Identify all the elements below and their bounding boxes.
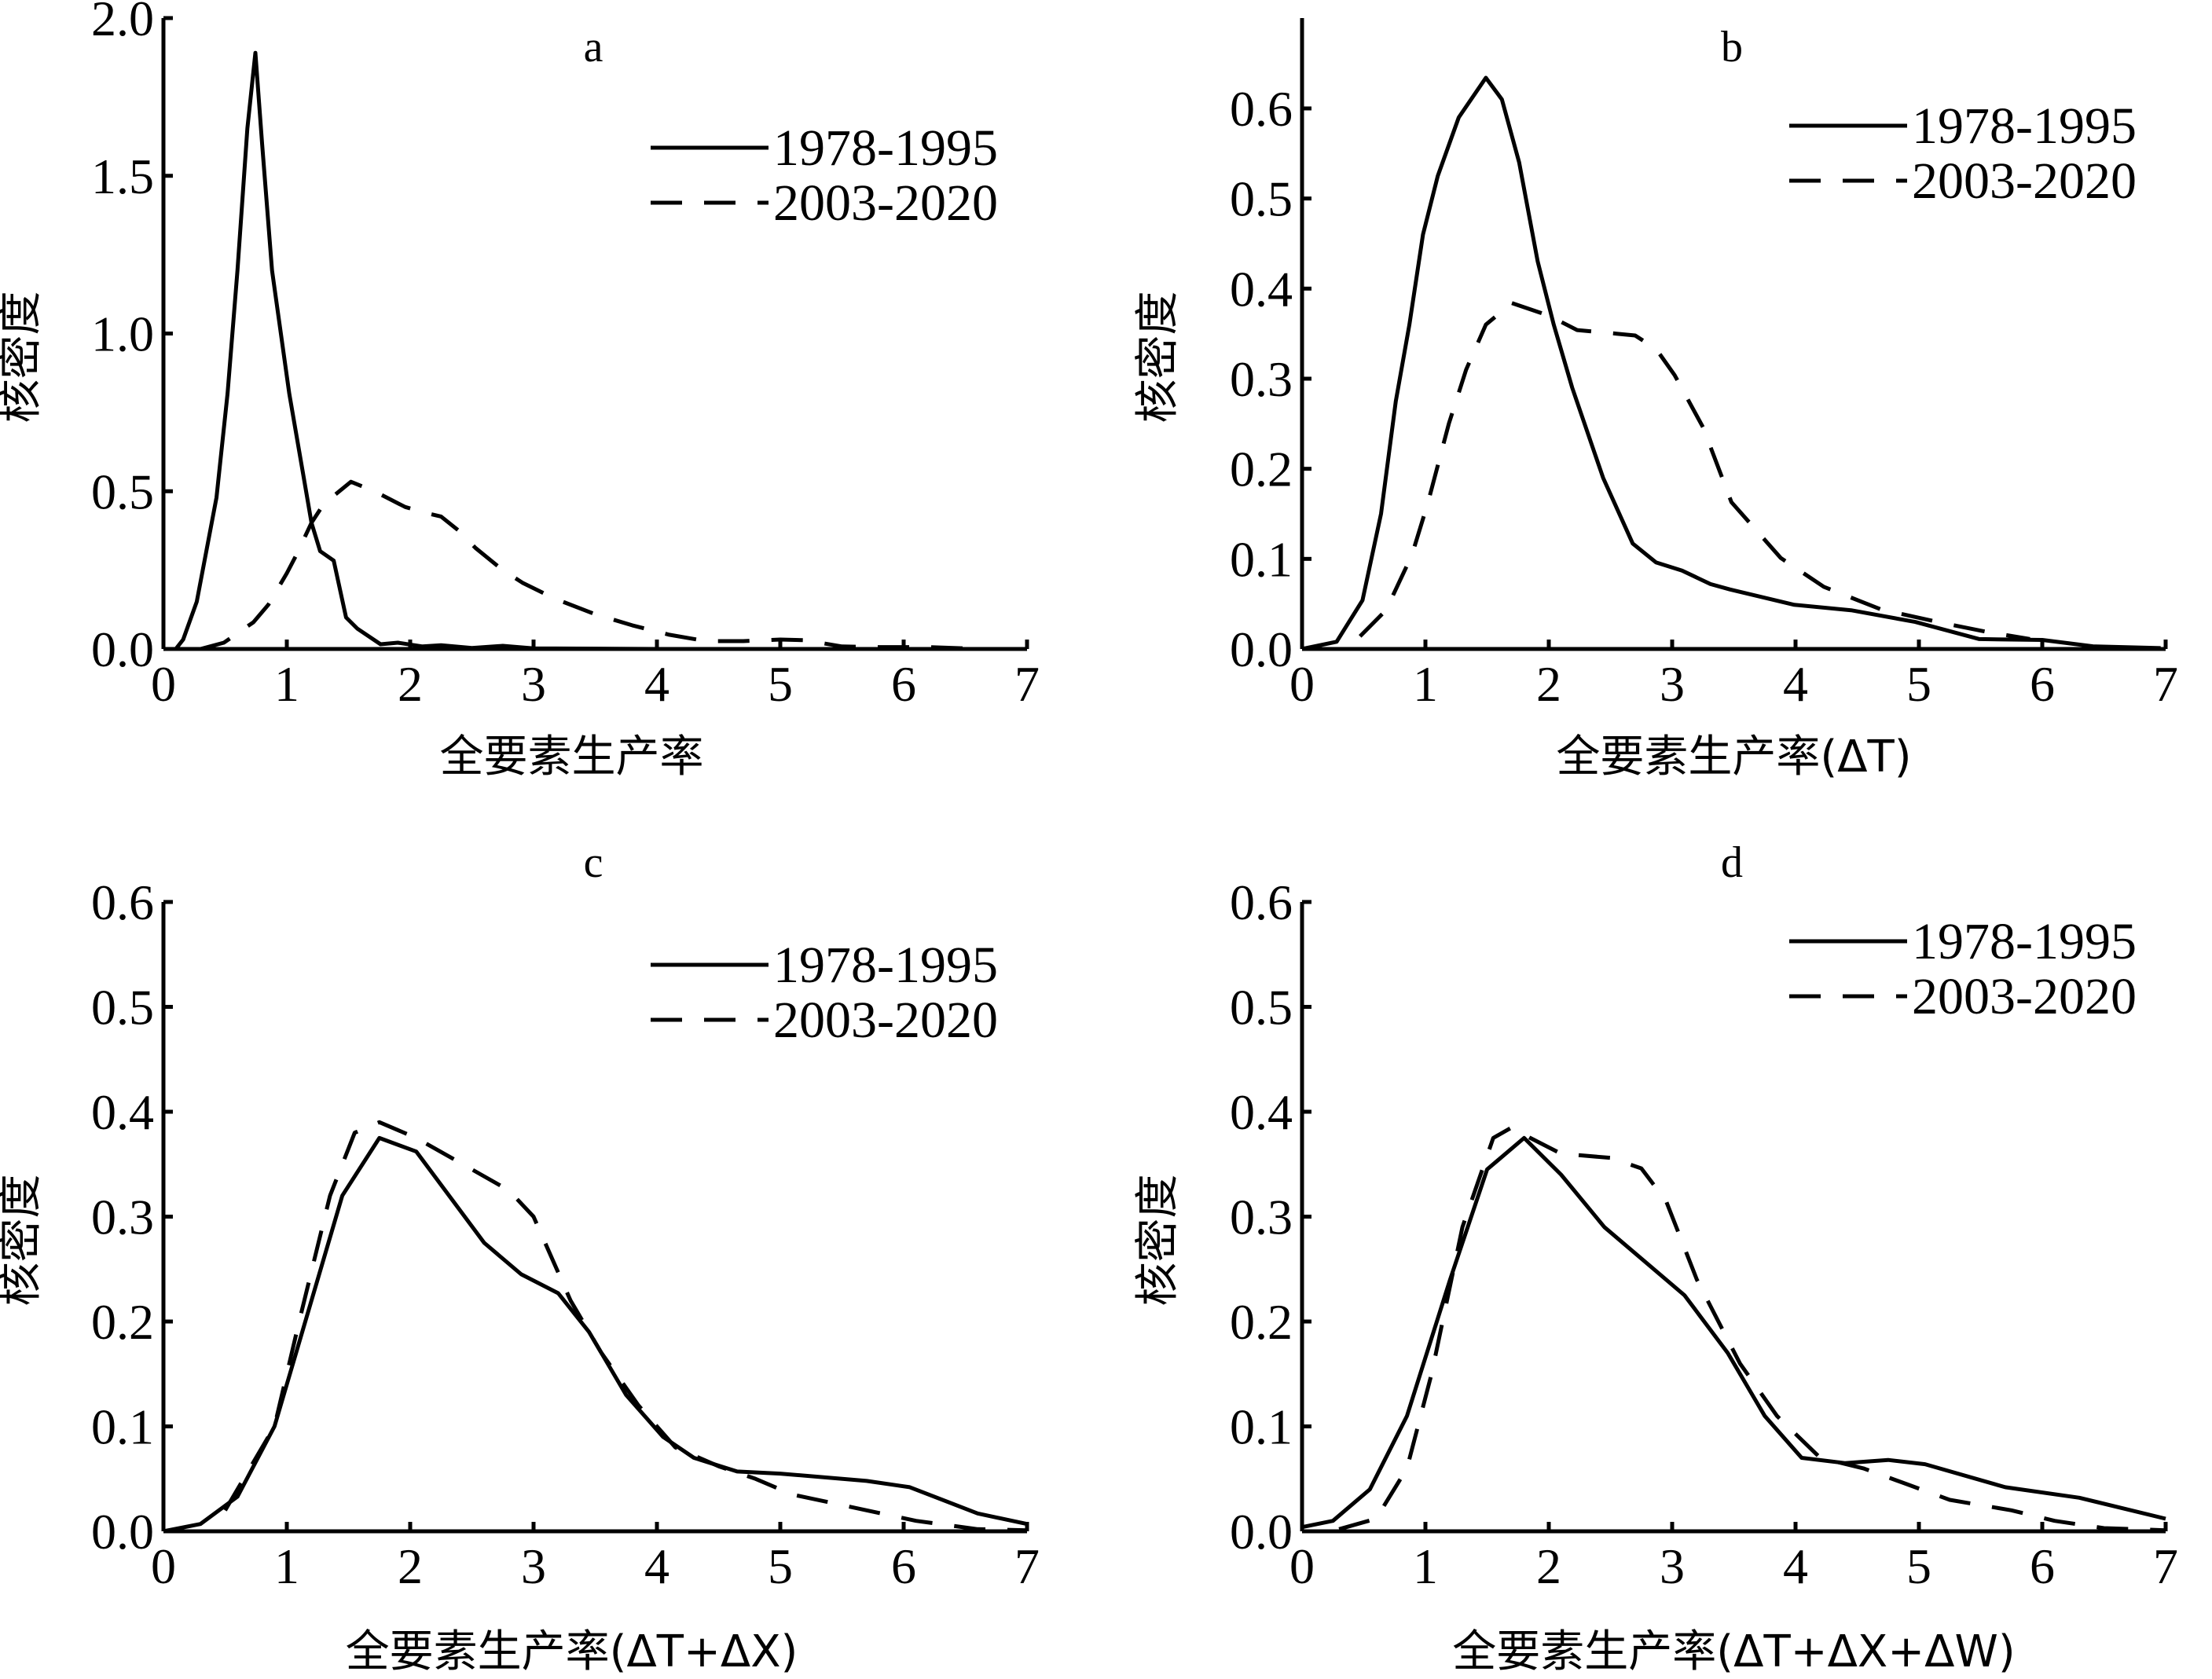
x-tick-label: 0	[1289, 1538, 1315, 1594]
y-axis-title: 核密度	[0, 291, 46, 423]
x-tick-label: 3	[521, 656, 546, 712]
x-tick-label: 0	[151, 656, 176, 712]
x-tick-label: 2	[398, 1538, 423, 1594]
y-tick-label: 1.5	[91, 148, 154, 204]
x-tick-label: 0	[151, 1538, 176, 1594]
panel-c: 0 1 2 3 4 5 6 7 0.0 0.1 0.2 0.3 0.4 0.5 0.6 1978-199520…	[0, 838, 1040, 1677]
y-tick-label: 0.3	[1230, 1190, 1293, 1245]
x-tick-label: 3	[521, 1538, 546, 1594]
series-line-dashed	[200, 479, 966, 651]
x-tick-label: 5	[768, 656, 793, 712]
x-tick-label: 7	[1014, 656, 1040, 712]
y-tick-label: 0.5	[91, 980, 154, 1036]
x-tick-label: 1	[1413, 656, 1438, 712]
y-tick-label: 0.0	[1230, 1504, 1293, 1560]
series-line-solid	[174, 50, 966, 651]
x-tick-label: 3	[1660, 1538, 1685, 1594]
x-axis-title: 全要素生产率(ΔT+ΔX)	[346, 1626, 798, 1677]
y-tick-label: 0.2	[1230, 1294, 1293, 1350]
x-tick-label: 7	[2153, 656, 2178, 712]
panel-label: b	[1721, 23, 1743, 71]
y-tick-label: 0.6	[1230, 874, 1293, 930]
x-tick-label: 1	[274, 656, 299, 712]
legend-label: 2003-2020	[1912, 968, 2137, 1025]
x-tick-label: 1	[274, 1538, 299, 1594]
x-tick-label: 3	[1660, 656, 1685, 712]
y-tick-label: 0.1	[1230, 1399, 1293, 1455]
y-tick-label: 0.1	[1230, 531, 1293, 587]
x-axis-title: 全要素生产率(ΔT)	[1556, 731, 1911, 783]
series-line-solid	[1301, 1135, 2166, 1530]
y-tick-label: 0.5	[1230, 171, 1293, 227]
y-tick-label: 0.0	[91, 621, 154, 677]
legend-label: 1978-1995	[1912, 913, 2137, 970]
y-tick-label: 0.3	[1230, 351, 1293, 407]
legend-label: 1978-1995	[773, 119, 998, 177]
y-axis-title: 核密度	[1132, 1175, 1183, 1307]
legend-label: 2003-2020	[1912, 152, 2137, 210]
legend-label: 1978-1995	[1912, 97, 2137, 155]
panel-a: 0 1 2 3 4 5 6 7 0.0 0.5 1.0 1.5 2.0 1978-19952003-202…	[0, 0, 1040, 783]
x-tick-label: 2	[1536, 656, 1561, 712]
x-tick-label: 4	[1783, 656, 1808, 712]
y-tick-label: 0.0	[1230, 621, 1293, 677]
y-tick-label: 0.4	[1230, 261, 1293, 317]
legend-label: 2003-2020	[773, 174, 998, 232]
panel-label: a	[584, 23, 603, 71]
y-axis-title: 核密度	[1132, 291, 1183, 423]
y-tick-label: 0.3	[91, 1190, 154, 1245]
y-tick-label: 0.4	[91, 1084, 154, 1140]
x-tick-label: 6	[891, 656, 916, 712]
y-tick-label: 0.1	[91, 1399, 154, 1455]
series-line-solid	[1301, 75, 2161, 651]
x-tick-label: 2	[398, 656, 423, 712]
panel-d: 0 1 2 3 4 5 6 7 0.0 0.1 0.2 0.3 0.4 0.5 0.6 1978-199520…	[1132, 838, 2178, 1677]
y-tick-label: 0.5	[1230, 980, 1293, 1036]
y-tick-label: 0.4	[1230, 1084, 1293, 1140]
y-tick-label: 1.0	[91, 306, 154, 362]
x-tick-label: 0	[1289, 656, 1315, 712]
legend-label: 1978-1995	[773, 937, 998, 994]
x-tick-label: 4	[1783, 1538, 1808, 1594]
x-tick-label: 5	[1906, 1538, 1931, 1594]
x-tick-label: 5	[768, 1538, 793, 1594]
y-tick-label: 0.6	[91, 874, 154, 930]
y-tick-label: 0.2	[91, 1294, 154, 1350]
x-axis-title: 全要素生产率	[440, 731, 704, 783]
x-tick-label: 1	[1413, 1538, 1438, 1594]
x-tick-label: 2	[1536, 1538, 1561, 1594]
series-line-dashed	[1338, 1125, 2166, 1533]
x-tick-label: 7	[1014, 1538, 1040, 1594]
series-line-dashed	[223, 1120, 1028, 1533]
x-tick-label: 4	[644, 656, 669, 712]
y-tick-label: 2.0	[91, 0, 154, 46]
x-tick-label: 5	[1906, 656, 1931, 712]
x-tick-label: 6	[2030, 656, 2055, 712]
y-axis-title: 核密度	[0, 1175, 46, 1307]
y-tick-label: 0.5	[91, 464, 154, 519]
legend-label: 2003-2020	[773, 992, 998, 1049]
y-tick-label: 0.0	[91, 1504, 154, 1560]
panel-b: 0 1 2 3 4 5 6 7 0.0 0.1 0.2 0.3 0.4 0.5 0.6 1978-199520…	[1132, 18, 2178, 783]
x-tick-label: 7	[2153, 1538, 2178, 1594]
panel-label: d	[1721, 838, 1743, 887]
y-tick-label: 0.2	[1230, 442, 1293, 497]
x-tick-label: 4	[644, 1538, 669, 1594]
series-line-dashed	[1359, 301, 2030, 641]
panel-label: c	[584, 838, 603, 887]
x-tick-label: 6	[2030, 1538, 2055, 1594]
x-tick-label: 6	[891, 1538, 916, 1594]
y-tick-label: 0.6	[1230, 81, 1293, 137]
x-axis-title: 全要素生产率(ΔT+ΔX+ΔW)	[1452, 1626, 2015, 1677]
series-line-solid	[163, 1135, 1028, 1534]
